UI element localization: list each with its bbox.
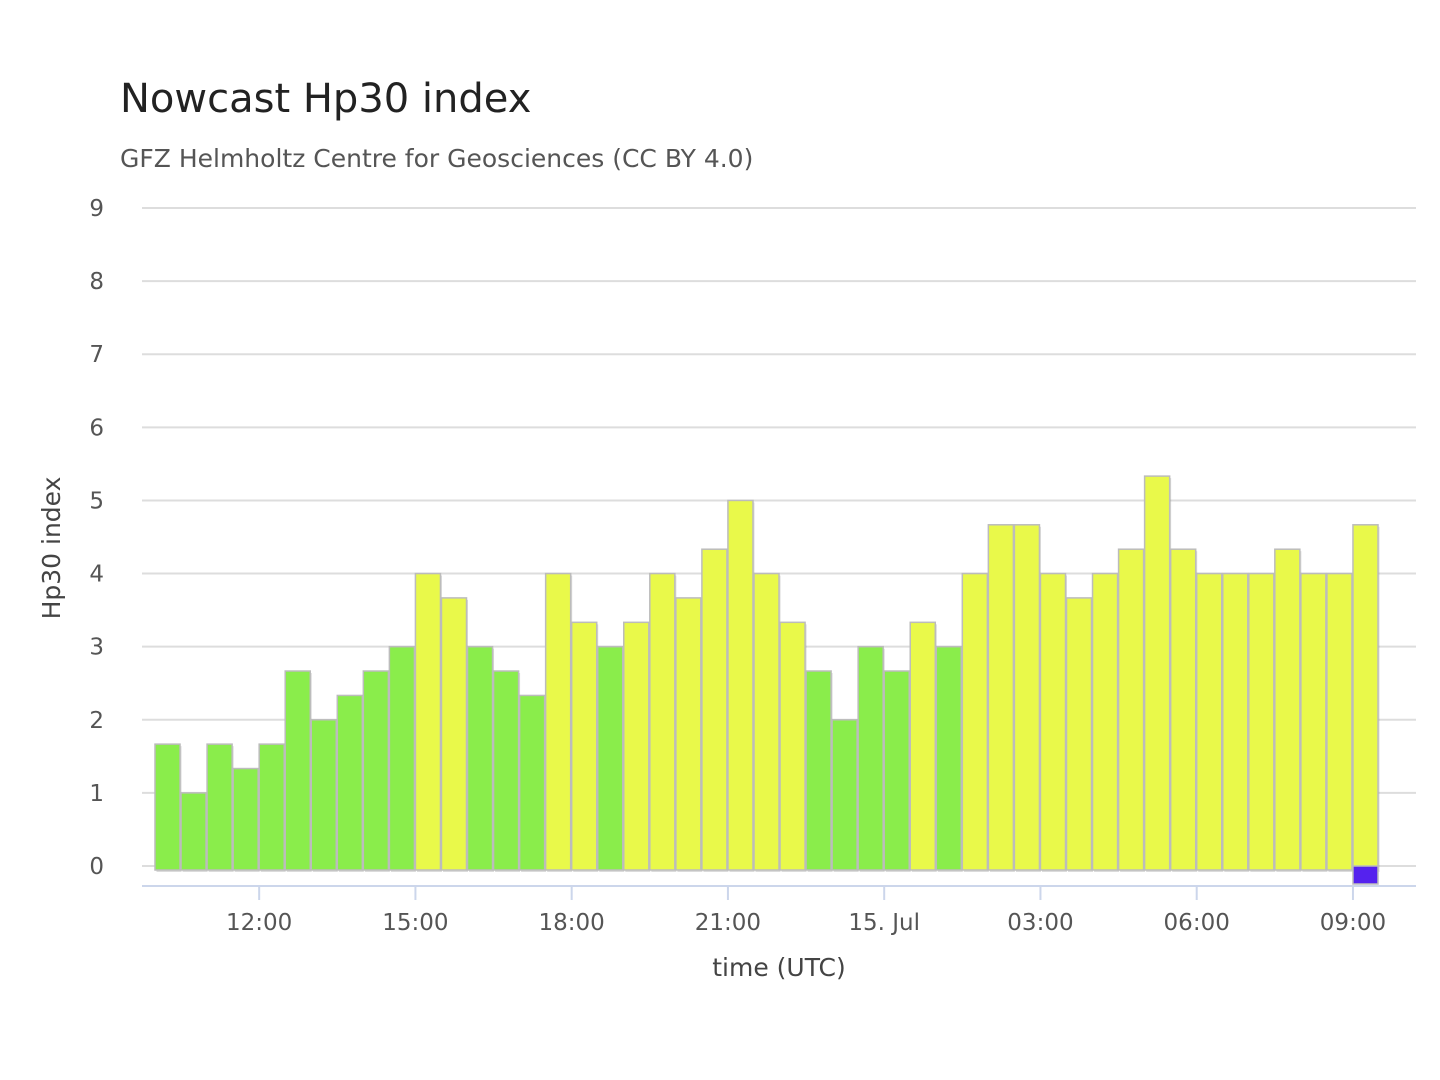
y-axis-ticks: 0 1 2 3 4 5 6 7 8 9 (89, 196, 104, 880)
bar (883, 670, 910, 871)
x-tick-label: 06:00 (1164, 910, 1230, 936)
bar (701, 548, 728, 871)
y-tick-label: 2 (89, 708, 104, 734)
bar (909, 621, 937, 871)
bar (1352, 524, 1379, 871)
bar (1274, 548, 1301, 871)
x-axis-title: time (UTC) (712, 953, 846, 982)
bar (362, 670, 390, 871)
bar (649, 572, 676, 871)
bars (154, 475, 1380, 885)
y-tick-label: 1 (89, 781, 104, 807)
bar (753, 572, 780, 871)
bar (154, 743, 181, 871)
x-tick-label: 15:00 (382, 910, 448, 936)
bar (232, 767, 259, 871)
chart-title: Nowcast Hp30 index (120, 76, 532, 122)
bar (440, 597, 468, 871)
x-tick-label: 09:00 (1320, 910, 1386, 936)
bar (1039, 572, 1067, 871)
bar (1248, 572, 1275, 871)
y-tick-label: 3 (89, 635, 104, 661)
bar (206, 743, 233, 871)
bar (1091, 572, 1119, 871)
bar (987, 524, 1015, 871)
x-tick-label: 18:00 (539, 910, 605, 936)
y-tick-label: 0 (89, 854, 104, 880)
bar (596, 645, 624, 871)
y-tick-label: 5 (89, 488, 104, 514)
bar (180, 792, 207, 871)
bar (1013, 524, 1041, 871)
bar (1169, 548, 1197, 871)
bar (414, 572, 442, 871)
bar (831, 719, 858, 871)
bar (388, 645, 416, 871)
bar (1300, 572, 1327, 871)
bar (336, 694, 364, 871)
bar (1195, 572, 1223, 871)
bar (518, 694, 546, 871)
x-tick-label: 15. Jul (848, 910, 920, 936)
x-tick-label: 12:00 (226, 910, 292, 936)
bar (727, 499, 754, 871)
bar (961, 572, 989, 871)
bar (544, 572, 572, 871)
bar (857, 645, 884, 871)
y-tick-label: 7 (89, 342, 104, 368)
bar (1117, 548, 1145, 871)
y-tick-label: 6 (89, 415, 104, 441)
bar (675, 597, 702, 871)
chart-subtitle: GFZ Helmholtz Centre for Geosciences (CC… (120, 144, 754, 173)
bar (623, 621, 650, 871)
bar (805, 670, 832, 871)
x-tick-label: 03:00 (1007, 910, 1073, 936)
x-axis: 12:00 15:00 18:00 21:00 15. Jul 03:00 06:00 09:… (142, 885, 1416, 936)
bar (1326, 572, 1353, 871)
bar (779, 621, 806, 871)
bar (466, 645, 494, 871)
bar (258, 743, 285, 871)
y-tick-label: 4 (89, 562, 104, 588)
y-tick-label: 9 (89, 196, 104, 222)
y-tick-label: 8 (89, 269, 104, 295)
y-axis-title: Hp30 index (37, 477, 66, 620)
latest-interval-bar (1352, 865, 1379, 885)
bar (310, 719, 338, 871)
bar (1221, 572, 1249, 871)
bar (935, 645, 963, 871)
bar (1143, 475, 1171, 871)
bar (284, 670, 312, 871)
bar (492, 670, 520, 871)
bar (570, 621, 598, 871)
bar (1065, 597, 1093, 871)
x-tick-label: 21:00 (695, 910, 761, 936)
